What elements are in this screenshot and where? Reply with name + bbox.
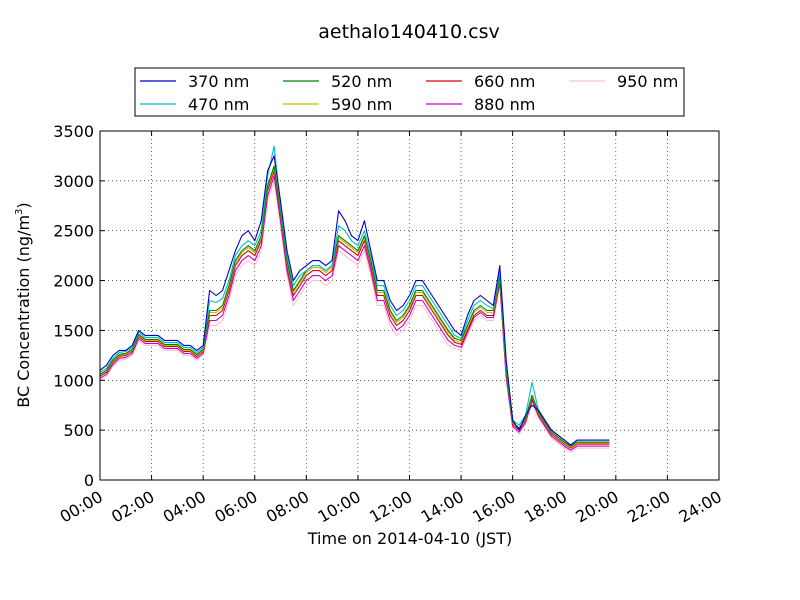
legend-label: 660 nm bbox=[474, 72, 535, 91]
x-tick-label: 10:00 bbox=[314, 487, 363, 527]
x-tick-label: 16:00 bbox=[469, 487, 518, 527]
series-line-370-nm bbox=[99, 155, 610, 446]
y-tick-label: 2000 bbox=[53, 272, 94, 291]
legend-label: 950 nm bbox=[617, 72, 678, 91]
x-axis-label: Time on 2014-04-10 (JST) bbox=[307, 529, 512, 548]
series-layer bbox=[99, 145, 610, 453]
y-tick-label: 3500 bbox=[53, 122, 94, 141]
y-axis-label-superscript: 3 bbox=[14, 209, 25, 215]
y-tick-labels: 0 500 1000 1500 2000 2500 3000 3500 bbox=[53, 122, 94, 490]
chart-title: aethalo140410.csv bbox=[318, 21, 500, 43]
x-tick-label: 18:00 bbox=[521, 487, 570, 527]
x-tick-label: 12:00 bbox=[366, 487, 415, 527]
y-tick-label: 1000 bbox=[53, 371, 94, 390]
legend-label: 590 nm bbox=[331, 95, 392, 114]
legend-label: 880 nm bbox=[474, 95, 535, 114]
x-tick-label: 08:00 bbox=[263, 487, 312, 527]
y-tick-label: 500 bbox=[63, 421, 94, 440]
x-tick-label: 22:00 bbox=[624, 487, 673, 527]
y-tick-label: 1500 bbox=[53, 321, 94, 340]
legend-frame bbox=[134, 67, 685, 117]
x-tick-label: 14:00 bbox=[418, 487, 467, 527]
legend-label: 470 nm bbox=[188, 95, 249, 114]
x-tick-label: 06:00 bbox=[211, 487, 260, 527]
ticks bbox=[99, 130, 720, 481]
y-tick-label: 0 bbox=[84, 471, 94, 490]
legend-label: 370 nm bbox=[188, 72, 249, 91]
y-axis-label-main: BC Concentration (ng/m bbox=[14, 215, 33, 408]
legend-label: 520 nm bbox=[331, 72, 392, 91]
series-line-880-nm bbox=[99, 175, 610, 451]
legend: 370 nm 470 nm 520 nm 590 nm 660 nm 880 nm 950 … bbox=[134, 67, 685, 117]
y-axis-label-end: ) bbox=[14, 202, 33, 208]
x-tick-label: 02:00 bbox=[108, 487, 157, 527]
x-tick-label: 20:00 bbox=[572, 487, 621, 527]
series-line-520-nm bbox=[99, 165, 610, 447]
y-tick-label: 3000 bbox=[53, 172, 94, 191]
x-tick-labels: 00:00 02:00 04:00 06:00 08:00 10:00 12:00 14:00… bbox=[57, 487, 725, 527]
y-tick-label: 2500 bbox=[53, 222, 94, 241]
x-tick-label: 24:00 bbox=[676, 487, 725, 527]
y-axis-label: BC Concentration (ng/m3) bbox=[14, 202, 33, 407]
x-tick-label: 00:00 bbox=[57, 487, 106, 527]
x-tick-label: 04:00 bbox=[160, 487, 209, 527]
series-line-950-nm bbox=[99, 180, 610, 453]
